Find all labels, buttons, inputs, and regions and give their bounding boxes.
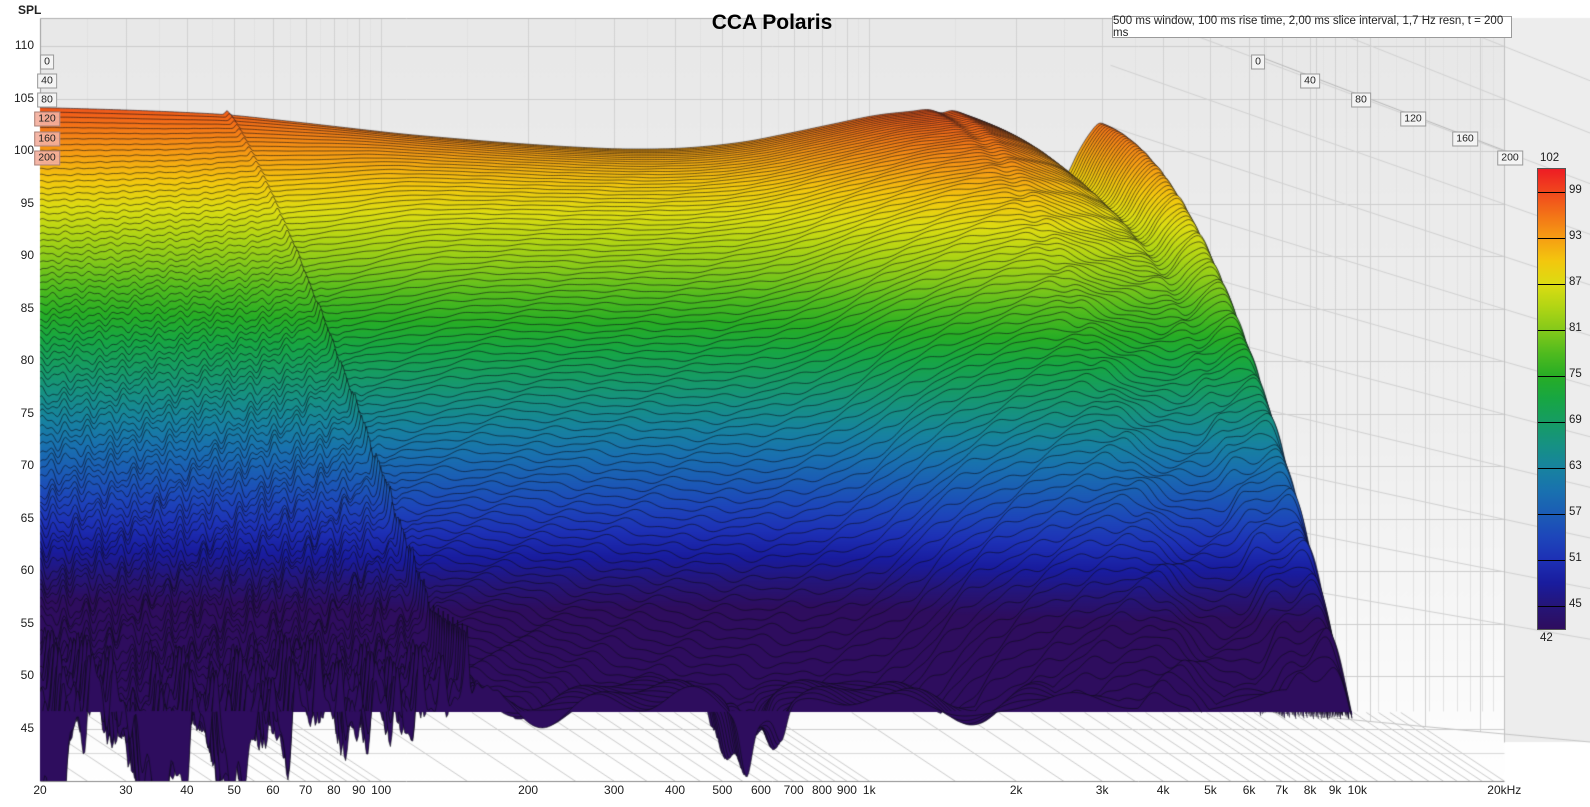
freq-axis-tick-label: 20: [33, 783, 47, 797]
freq-axis-tick-label: 5k: [1204, 783, 1217, 797]
colorbar-tick-label: 69: [1569, 414, 1582, 426]
freq-axis-tick-label: 6k: [1242, 783, 1256, 797]
spl-axis-tick-label: 90: [20, 248, 34, 263]
freq-axis-tick-label: 9k: [1328, 783, 1342, 797]
freq-axis-tick-label: 500: [712, 783, 733, 797]
freq-axis-tick-label: 50: [227, 783, 241, 797]
colorbar-tick-label: 81: [1569, 322, 1582, 334]
colorbar-tick-label: 99: [1569, 184, 1582, 196]
freq-axis-tick-label: 200: [518, 783, 539, 797]
time-axis-label-right: 80: [1351, 92, 1371, 108]
colorbar-tick: [1538, 422, 1565, 423]
colorbar-tick-label: 63: [1569, 460, 1582, 472]
freq-axis-tick-label: 30: [119, 783, 133, 797]
time-axis-label-left: 120: [34, 111, 60, 127]
freq-axis-tick-label: 80: [327, 783, 341, 797]
freq-axis-tick-label: 10k: [1347, 783, 1368, 797]
colorbar-tick-label: 75: [1569, 368, 1582, 380]
measurement-settings-box: 500 ms window, 100 ms rise time, 2,00 ms…: [1112, 15, 1512, 39]
colorbar-legend: [1537, 168, 1566, 630]
freq-axis-tick-label: 7k: [1275, 783, 1289, 797]
spl-axis-tick-label: 50: [20, 668, 34, 683]
freq-axis-tick-label: 400: [665, 783, 686, 797]
freq-axis-tick-label: 20kHz: [1487, 783, 1522, 797]
chart-title: CCA Polaris: [711, 11, 833, 34]
colorbar-tick: [1538, 376, 1565, 377]
spl-axis-tick-label: 45: [20, 721, 34, 736]
colorbar-tick-label: 45: [1569, 598, 1582, 610]
freq-axis-tick-label: 300: [604, 783, 625, 797]
colorbar-tick: [1538, 330, 1565, 331]
time-axis-label-left: 40: [37, 73, 57, 89]
time-axis-label-right: 40: [1300, 73, 1320, 89]
time-axis-label-right: 200: [1497, 150, 1523, 166]
spl-axis-tick-label: 55: [20, 615, 34, 630]
freq-axis-tick-label: 70: [298, 783, 313, 797]
spl-axis-tick-label: 100: [13, 143, 34, 158]
freq-axis-tick-label: 3k: [1095, 783, 1109, 797]
colorbar-tick-label: 42: [1540, 632, 1553, 644]
colorbar-tick: [1538, 606, 1565, 607]
time-axis-label-right: 160: [1452, 131, 1478, 147]
colorbar-tick: [1538, 560, 1565, 561]
time-axis-label-left: 0: [40, 54, 54, 70]
freq-axis-tick-label: 90: [352, 783, 366, 797]
freq-axis-tick-label: 8k: [1303, 783, 1317, 797]
colorbar-tick: [1538, 514, 1565, 515]
spl-axis-tick-label: 95: [20, 195, 34, 210]
freq-axis-tick-label: 1k: [862, 783, 876, 797]
freq-axis-tick-label: 60: [266, 783, 280, 797]
time-axis-label-left: 200: [34, 150, 60, 166]
time-axis-label-left: 160: [34, 131, 60, 147]
spl-axis-tick-label: 80: [20, 353, 34, 368]
colorbar-tick: [1538, 238, 1565, 239]
freq-axis-tick-label: 4k: [1156, 783, 1170, 797]
spl-axis-tick-label: 75: [20, 405, 34, 420]
spl-axis-tick-label: 105: [13, 90, 34, 105]
freq-axis-tick-label: 40: [180, 783, 194, 797]
time-axis-label-left: 80: [37, 92, 57, 108]
colorbar-tick-label: 51: [1569, 552, 1582, 564]
time-axis-label-right: 0: [1251, 54, 1265, 70]
colorbar-tick-label: 57: [1569, 506, 1582, 518]
freq-axis-tick-label: 600: [750, 783, 771, 797]
colorbar-tick: [1538, 468, 1565, 469]
spl-axis-tick-label: 110: [14, 38, 34, 52]
colorbar-tick-label: 102: [1540, 152, 1560, 164]
spl-axis-tick-label: 70: [20, 458, 34, 473]
spl-axis-title: SPL: [18, 3, 42, 17]
colorbar-tick-label: 93: [1569, 230, 1582, 242]
freq-axis-tick-label: 2k: [1009, 783, 1023, 797]
freq-axis-tick-label: 900: [836, 783, 857, 797]
colorbar-tick: [1538, 284, 1565, 285]
colorbar-tick-label: 87: [1569, 276, 1582, 288]
freq-axis-tick-label: 700: [783, 783, 804, 797]
freq-axis-tick-label: 800: [811, 783, 832, 797]
spl-axis-tick-label: 60: [20, 563, 34, 578]
spl-axis-tick-label: 85: [20, 300, 34, 315]
colorbar-tick: [1538, 192, 1565, 193]
time-axis-label-right: 120: [1400, 111, 1426, 127]
spl-axis-tick-label: 65: [20, 510, 34, 525]
freq-axis-tick-label: 100: [371, 783, 392, 797]
